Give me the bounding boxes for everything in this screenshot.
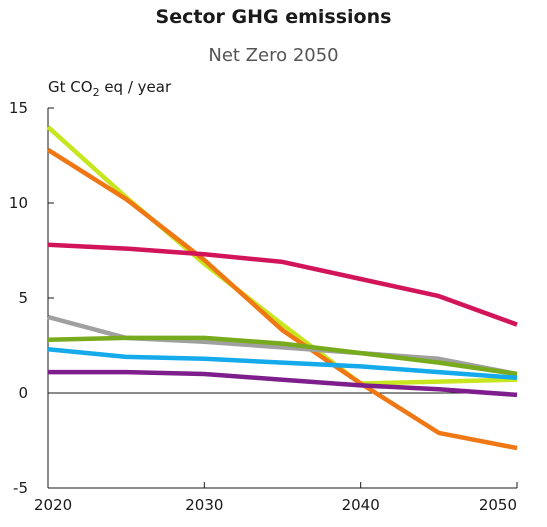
y-tick-label: 0: [18, 384, 28, 402]
chart-subtitle: Net Zero 2050: [208, 45, 339, 66]
y-tick-label: 10: [9, 194, 28, 212]
x-tick-label: 2030: [185, 496, 223, 514]
y-tick-label: -5: [13, 479, 28, 497]
y-axis-label-subscript: 2: [93, 86, 100, 99]
y-tick-label: 15: [9, 99, 28, 117]
series-line-6: [47, 347, 518, 381]
y-axis-label-prefix: Gt CO: [48, 78, 93, 96]
x-tick-label: 2050: [479, 496, 517, 514]
x-tick-label: 2020: [34, 496, 72, 514]
x-tick-label: 2040: [342, 496, 380, 514]
series-line-2: [46, 147, 518, 451]
y-axis-label-suffix: eq / year: [100, 78, 172, 96]
y-axis-label: Gt CO2 eq / year: [48, 78, 172, 99]
chart-title: Sector GHG emissions: [155, 6, 392, 28]
series-line-5: [47, 335, 518, 377]
y-tick-label: 5: [18, 289, 28, 307]
series-line-7: [48, 369, 518, 398]
series-line-3: [47, 242, 518, 327]
